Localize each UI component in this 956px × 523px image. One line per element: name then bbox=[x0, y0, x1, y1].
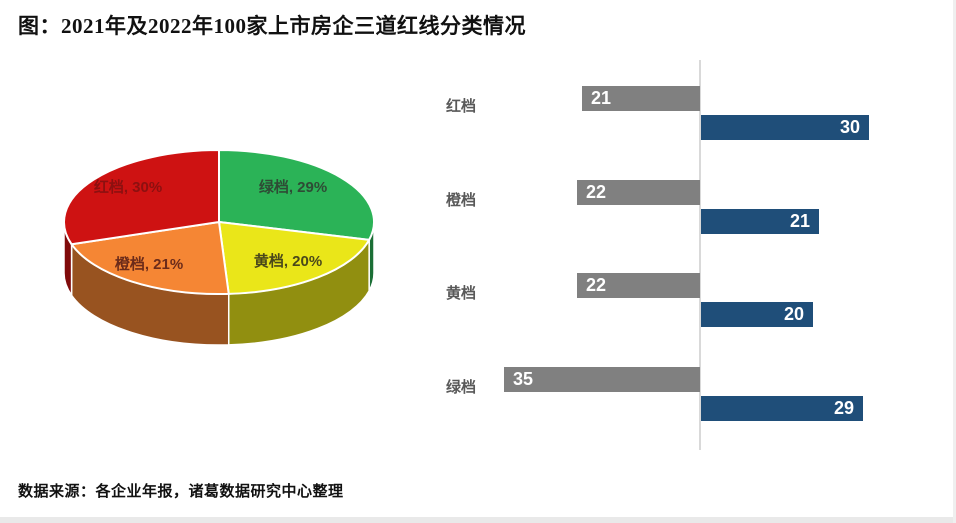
bar-category-label-红档: 红档 bbox=[446, 98, 477, 115]
bar-category-label-黄档: 黄档 bbox=[446, 285, 477, 302]
pie-slice-黄档 bbox=[218, 221, 371, 295]
pie-slice-橙档 bbox=[70, 221, 230, 295]
bar-chart: 红档 21 30 橙档 22 21 黄档 22 20 绿档 35 29 bbox=[430, 55, 920, 455]
pie-data-label-橙档: 橙档, 21% bbox=[115, 255, 183, 273]
pie-data-label-黄档: 黄档, 20% bbox=[254, 252, 322, 270]
pie-slice-绿档 bbox=[218, 149, 375, 241]
page-edge-bottom bbox=[0, 517, 956, 523]
pie-chart-svg: 绿档, 29% 黄档, 20% 橙档, 21% 红档, 30% bbox=[63, 149, 375, 346]
pie-data-label-红档: 红档, 30% bbox=[94, 178, 162, 196]
bar-right-blue-绿档: 29 bbox=[701, 395, 863, 421]
pie-data-label-绿档: 绿档, 29% bbox=[259, 178, 327, 196]
figure-title: 图：2021年及2022年100家上市房企三道红线分类情况 bbox=[18, 14, 526, 38]
bar-right-blue-红档: 30 bbox=[701, 115, 869, 140]
bar-left-gray-红档: 21 bbox=[582, 86, 700, 111]
bar-chart-axis-line bbox=[699, 60, 701, 450]
bar-right-blue-黄档: 20 bbox=[701, 302, 813, 327]
source-note: 数据来源：各企业年报，诸葛数据研究中心整理 bbox=[18, 484, 344, 500]
page-edge-right bbox=[953, 0, 956, 523]
pie-slice-红档 bbox=[63, 149, 220, 246]
bar-right-blue-橙档: 21 bbox=[701, 208, 819, 234]
bar-left-gray-橙档: 22 bbox=[577, 179, 700, 205]
pie-chart: 绿档, 29% 黄档, 20% 橙档, 21% 红档, 30% bbox=[55, 140, 395, 360]
bar-category-label-橙档: 橙档 bbox=[446, 191, 477, 209]
bar-category-label-绿档: 绿档 bbox=[446, 378, 477, 396]
bar-left-gray-黄档: 22 bbox=[577, 273, 700, 298]
bar-left-gray-绿档: 35 bbox=[504, 366, 700, 392]
